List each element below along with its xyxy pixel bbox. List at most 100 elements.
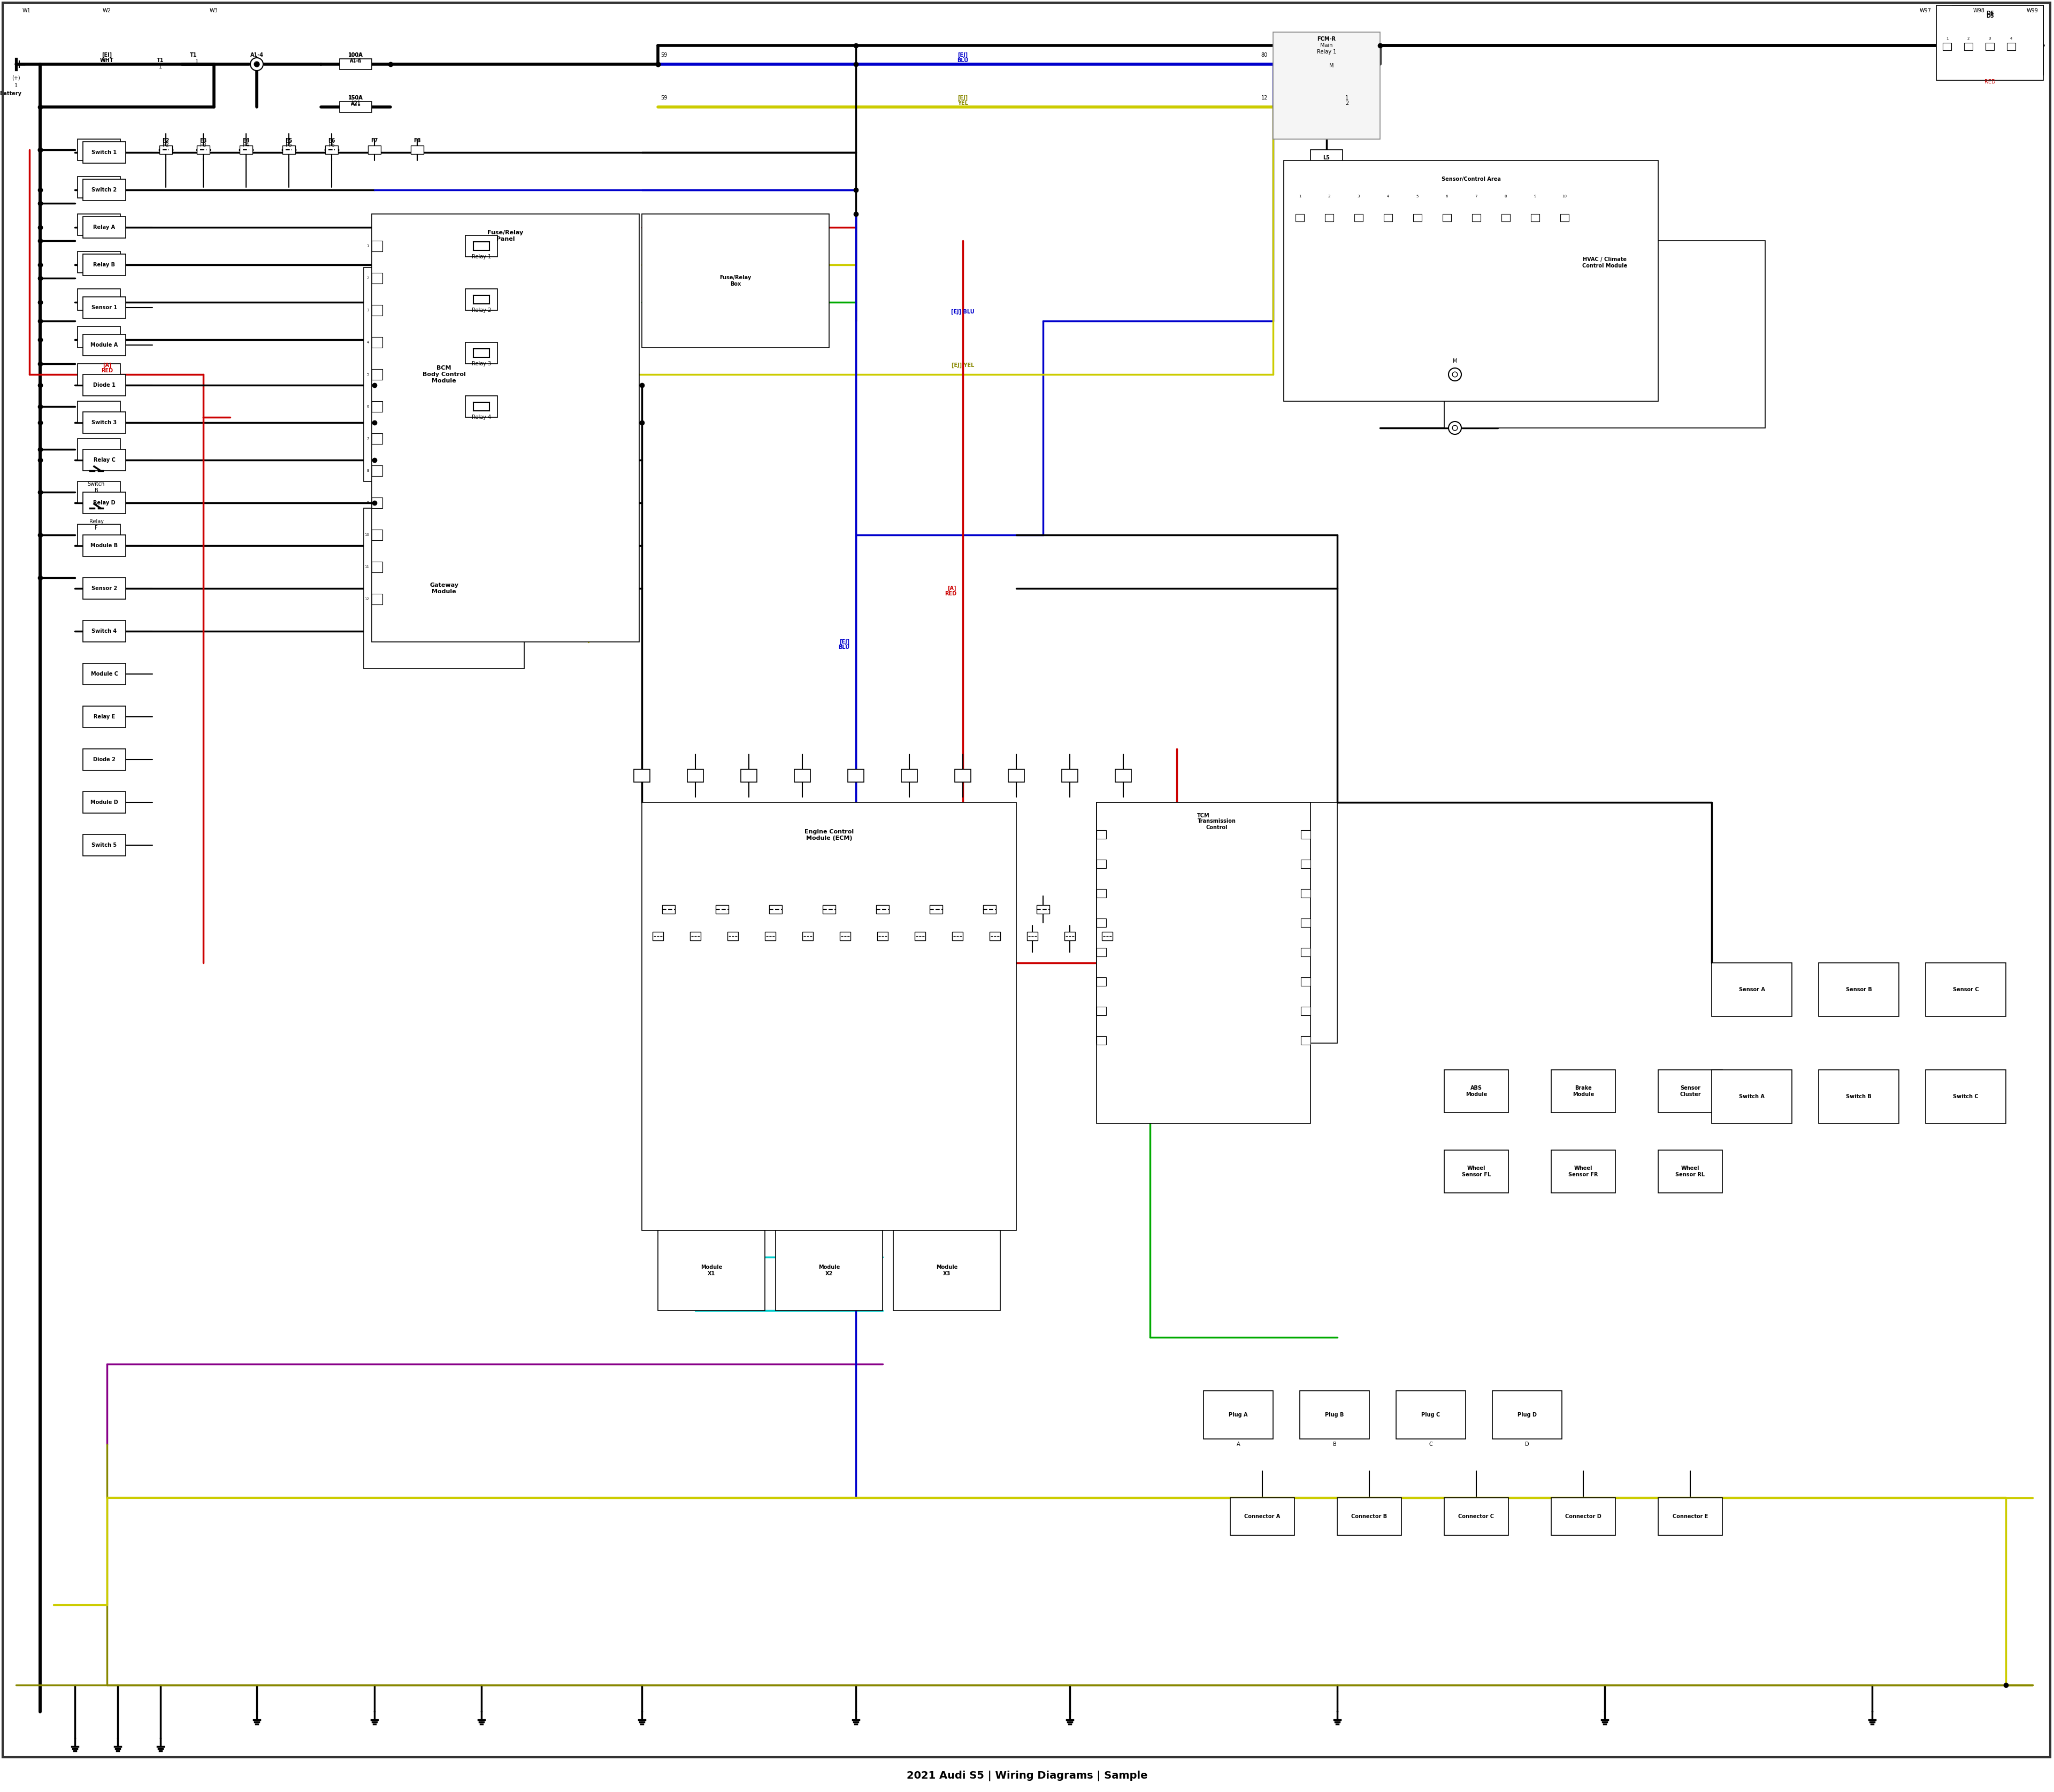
Text: BCM
Body Control
Module: BCM Body Control Module <box>423 366 466 383</box>
Text: 59: 59 <box>661 52 668 57</box>
Text: 7: 7 <box>1475 195 1477 197</box>
Text: 8: 8 <box>1504 195 1508 197</box>
Text: Gateway
Module: Gateway Module <box>429 582 458 595</box>
Text: Relay D: Relay D <box>92 500 115 505</box>
Text: 12: 12 <box>364 597 370 600</box>
Text: Wheel
Sensor FR: Wheel Sensor FR <box>1569 1167 1598 1177</box>
Text: W2: W2 <box>103 7 111 13</box>
Text: Sensor B: Sensor B <box>1847 987 1871 993</box>
Text: 2021 Audi S5 | Wiring Diagrams | Sample: 2021 Audi S5 | Wiring Diagrams | Sample <box>906 1770 1148 1781</box>
Bar <box>82 412 125 434</box>
Text: Switch B: Switch B <box>1847 1093 1871 1098</box>
Text: [A]: [A] <box>947 586 957 591</box>
Text: Relay E: Relay E <box>94 715 115 719</box>
Text: Connector E: Connector E <box>1672 1514 1709 1520</box>
Bar <box>776 1231 883 1310</box>
Bar <box>372 337 382 348</box>
Circle shape <box>1448 421 1460 434</box>
Text: T1: T1 <box>156 57 164 63</box>
Bar <box>653 932 663 941</box>
Bar <box>893 1231 1000 1310</box>
Bar <box>364 267 524 482</box>
Bar <box>902 769 918 781</box>
Text: Main: Main <box>1321 43 1333 48</box>
Text: Connector C: Connector C <box>1458 1514 1493 1520</box>
Bar <box>1551 1498 1614 1536</box>
Text: 10: 10 <box>364 534 370 536</box>
Bar <box>840 932 850 941</box>
Bar <box>160 145 173 154</box>
Text: 4: 4 <box>2011 38 2013 39</box>
Text: Fuse/Relay
Box: Fuse/Relay Box <box>719 274 752 287</box>
Bar <box>1818 1070 1898 1124</box>
Bar <box>466 289 497 310</box>
Text: [EJ] BLU: [EJ] BLU <box>951 308 974 315</box>
Text: 1: 1 <box>1298 195 1300 197</box>
Text: 59: 59 <box>661 95 668 100</box>
Text: Switch 5: Switch 5 <box>92 842 117 848</box>
Circle shape <box>1452 373 1458 376</box>
Text: FCM-R: FCM-R <box>1317 36 1335 41</box>
Bar <box>1310 151 1343 167</box>
Bar <box>1097 1036 1107 1045</box>
Text: F5: F5 <box>286 142 292 147</box>
Text: F6: F6 <box>329 142 335 147</box>
Bar <box>914 932 926 941</box>
Text: F3: F3 <box>199 138 207 143</box>
Bar <box>1230 1498 1294 1536</box>
Bar <box>372 561 382 572</box>
Bar <box>1300 948 1310 957</box>
Text: F5: F5 <box>286 138 292 143</box>
Text: [EJ] YEL: [EJ] YEL <box>951 362 974 367</box>
Bar <box>1097 889 1107 898</box>
Text: Brake
Module: Brake Module <box>1573 1086 1594 1097</box>
Text: [A]: [A] <box>103 362 111 367</box>
Text: 10: 10 <box>1563 195 1567 197</box>
Bar <box>82 536 125 556</box>
Text: 100A: 100A <box>349 52 364 57</box>
Text: Diode 2: Diode 2 <box>92 756 115 762</box>
Bar <box>411 145 423 154</box>
Bar <box>372 466 382 477</box>
Text: 5: 5 <box>1417 195 1419 197</box>
Bar <box>1711 1070 1791 1124</box>
Text: M: M <box>1452 358 1456 364</box>
Bar <box>339 59 372 70</box>
Text: Diode 1: Diode 1 <box>92 382 115 387</box>
Text: D5: D5 <box>1986 11 1994 16</box>
Text: A21: A21 <box>351 102 362 108</box>
Text: 9: 9 <box>1534 195 1536 197</box>
Bar <box>741 769 756 781</box>
Bar <box>1097 803 1337 1043</box>
Text: Switch 2: Switch 2 <box>92 186 117 192</box>
Circle shape <box>1448 367 1460 382</box>
Bar <box>1493 1391 1561 1439</box>
Text: 1: 1 <box>195 59 199 65</box>
Bar <box>242 147 251 152</box>
Text: F3: F3 <box>199 142 205 147</box>
Bar <box>372 305 382 315</box>
Bar <box>1101 932 1113 941</box>
Bar <box>372 401 382 412</box>
Text: Battery: Battery <box>0 91 23 97</box>
Text: Fuse/Relay
Panel: Fuse/Relay Panel <box>487 229 524 242</box>
Circle shape <box>1452 425 1458 430</box>
Text: 150A: 150A <box>349 95 364 100</box>
Bar <box>1097 830 1107 839</box>
Bar <box>78 213 121 235</box>
Text: W98: W98 <box>1974 7 1984 13</box>
Bar <box>1444 1498 1508 1536</box>
Bar <box>1300 977 1310 986</box>
Text: 9: 9 <box>368 502 370 504</box>
Bar <box>641 803 1017 1231</box>
Text: B: B <box>1333 1441 1337 1446</box>
Bar <box>1397 1391 1467 1439</box>
Text: 150A: 150A <box>349 95 364 100</box>
Bar <box>715 905 729 914</box>
Bar <box>984 905 996 914</box>
Bar <box>82 297 125 319</box>
Text: Sensor 2: Sensor 2 <box>92 586 117 591</box>
Bar <box>688 769 702 781</box>
Text: Relay C: Relay C <box>92 457 115 462</box>
Bar <box>82 493 125 514</box>
